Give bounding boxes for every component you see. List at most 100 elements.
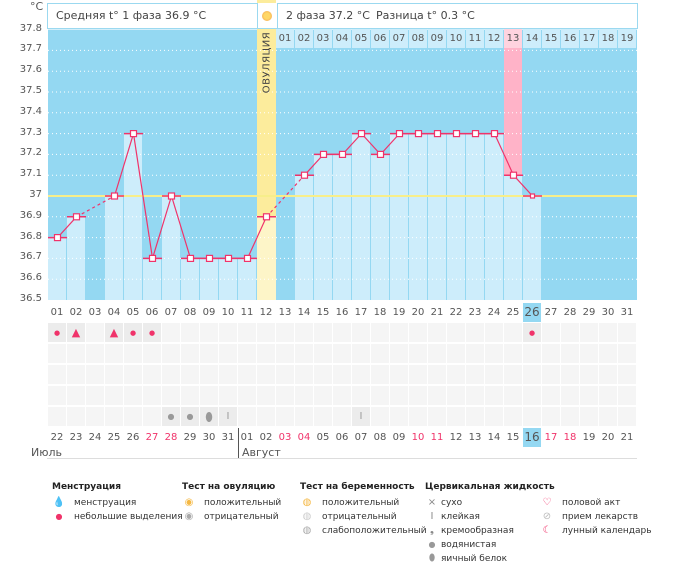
day-entry-cell[interactable] <box>162 365 180 384</box>
day-entry-cell[interactable] <box>580 386 598 405</box>
day-entry-cell[interactable] <box>466 344 484 363</box>
day-entry-cell[interactable] <box>561 386 579 405</box>
day-entry-cell[interactable] <box>86 407 104 426</box>
day-entry-cell[interactable] <box>143 386 161 405</box>
day-entry-cell[interactable] <box>409 323 427 342</box>
day-entry-cell[interactable] <box>390 323 408 342</box>
day-entry-cell[interactable] <box>447 407 465 426</box>
day-entry-cell[interactable] <box>618 407 636 426</box>
day-entry-cell[interactable] <box>219 344 237 363</box>
day-entry-cell[interactable] <box>371 344 389 363</box>
day-entry-cell[interactable] <box>276 323 294 342</box>
day-entry-cell[interactable] <box>105 407 123 426</box>
day-entry-cell[interactable] <box>238 386 256 405</box>
day-entry-cell[interactable] <box>276 386 294 405</box>
day-entry-cell[interactable] <box>466 365 484 384</box>
day-entry-cell[interactable]: ● <box>523 323 541 342</box>
day-entry-cell[interactable] <box>219 365 237 384</box>
day-entry-cell[interactable] <box>485 386 503 405</box>
day-entry-cell[interactable] <box>105 344 123 363</box>
day-entry-cell[interactable] <box>618 365 636 384</box>
day-entry-cell[interactable] <box>314 386 332 405</box>
day-entry-cell[interactable] <box>257 386 275 405</box>
day-entry-cell[interactable] <box>295 407 313 426</box>
day-entry-cell[interactable]: ⬮ <box>200 407 218 426</box>
day-entry-cell[interactable] <box>200 344 218 363</box>
day-entry-cell[interactable] <box>257 323 275 342</box>
day-entry-cell[interactable] <box>333 386 351 405</box>
day-entry-cell[interactable] <box>162 344 180 363</box>
day-entry-cell[interactable] <box>333 407 351 426</box>
day-entry-cell[interactable] <box>48 365 66 384</box>
day-entry-cell[interactable] <box>428 407 446 426</box>
day-entry-cell[interactable] <box>580 365 598 384</box>
day-entry-cell[interactable] <box>181 365 199 384</box>
day-entry-cell[interactable] <box>599 344 617 363</box>
day-entry-cell[interactable] <box>599 365 617 384</box>
day-entry-cell[interactable] <box>86 344 104 363</box>
day-entry-cell[interactable] <box>67 365 85 384</box>
day-entry-cell[interactable] <box>200 323 218 342</box>
day-entry-cell[interactable] <box>238 344 256 363</box>
day-entry-cell[interactable]: ● <box>124 323 142 342</box>
day-entry-cell[interactable] <box>48 344 66 363</box>
day-entry-cell[interactable] <box>371 386 389 405</box>
day-entry-cell[interactable] <box>561 344 579 363</box>
day-entry-cell[interactable] <box>599 386 617 405</box>
day-entry-cell[interactable] <box>105 365 123 384</box>
day-entry-cell[interactable] <box>390 386 408 405</box>
day-entry-cell[interactable] <box>561 407 579 426</box>
day-entry-cell[interactable] <box>371 407 389 426</box>
day-entry-cell[interactable] <box>219 386 237 405</box>
day-entry-cell[interactable] <box>181 344 199 363</box>
day-entry-cell[interactable] <box>276 344 294 363</box>
day-entry-cell[interactable] <box>143 344 161 363</box>
day-entry-cell[interactable] <box>352 323 370 342</box>
day-entry-cell[interactable] <box>181 323 199 342</box>
day-entry-cell[interactable] <box>86 323 104 342</box>
day-entry-cell[interactable] <box>105 386 123 405</box>
day-entry-cell[interactable] <box>67 407 85 426</box>
day-entry-cell[interactable] <box>504 365 522 384</box>
day-entry-cell[interactable] <box>485 323 503 342</box>
day-entry-cell[interactable] <box>257 344 275 363</box>
day-entry-cell[interactable] <box>580 407 598 426</box>
day-entry-cell[interactable] <box>523 407 541 426</box>
day-entry-cell[interactable] <box>428 323 446 342</box>
day-entry-cell[interactable] <box>124 386 142 405</box>
day-entry-cell[interactable] <box>295 344 313 363</box>
day-entry-cell[interactable] <box>523 344 541 363</box>
day-entry-cell[interactable] <box>181 386 199 405</box>
day-entry-cell[interactable] <box>466 386 484 405</box>
day-entry-cell[interactable] <box>200 365 218 384</box>
day-entry-cell[interactable] <box>447 323 465 342</box>
day-entry-cell[interactable] <box>447 386 465 405</box>
day-entry-cell[interactable]: I <box>352 407 370 426</box>
day-entry-cell[interactable] <box>542 323 560 342</box>
day-entry-cell[interactable] <box>238 323 256 342</box>
day-entry-cell[interactable] <box>428 344 446 363</box>
day-entry-cell[interactable] <box>618 344 636 363</box>
day-entry-cell[interactable] <box>409 365 427 384</box>
day-entry-cell[interactable]: ▲ <box>105 323 123 342</box>
day-entry-cell[interactable]: ● <box>143 323 161 342</box>
day-entry-cell[interactable] <box>447 365 465 384</box>
day-entry-cell[interactable] <box>352 344 370 363</box>
day-entry-cell[interactable] <box>124 344 142 363</box>
day-entry-cell[interactable] <box>390 365 408 384</box>
day-entry-cell[interactable] <box>561 365 579 384</box>
day-entry-cell[interactable] <box>409 386 427 405</box>
day-entry-cell[interactable] <box>485 344 503 363</box>
day-entry-cell[interactable] <box>48 386 66 405</box>
day-entry-cell[interactable] <box>390 344 408 363</box>
day-entry-cell[interactable]: ● <box>48 323 66 342</box>
day-entry-cell[interactable] <box>504 386 522 405</box>
day-entry-cell[interactable] <box>314 323 332 342</box>
day-entry-cell[interactable] <box>428 365 446 384</box>
day-entry-cell[interactable] <box>352 386 370 405</box>
day-entry-cell[interactable] <box>333 323 351 342</box>
day-entry-cell[interactable] <box>276 407 294 426</box>
day-entry-cell[interactable] <box>542 386 560 405</box>
day-entry-cell[interactable] <box>143 365 161 384</box>
day-entry-cell[interactable] <box>219 323 237 342</box>
